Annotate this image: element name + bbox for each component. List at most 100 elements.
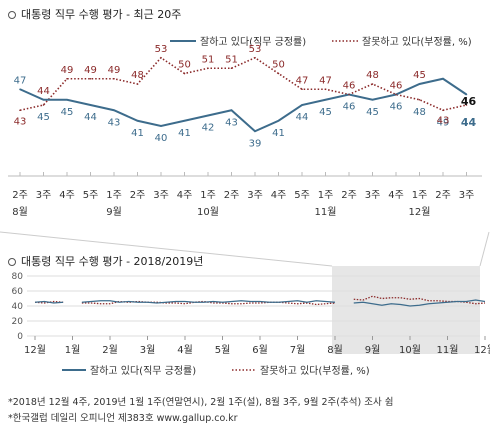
approve-last-value-label: 46: [461, 95, 477, 108]
approve-point: [230, 109, 233, 112]
footnote-survey-skips: *2018년 12월 4주, 2019년 1월 1주(연말연시), 2월 1주(…: [8, 397, 394, 408]
x-tick-label: 4주: [271, 190, 287, 201]
approve-series-line: [81, 300, 336, 304]
disapprove-point: [89, 77, 92, 80]
bottom-line-chart: 0 20 40 60 80 12월 1월 2월 3월 4월 5월 6월 7월 8월 9월 10월 11월 12월잘…: [0, 231, 490, 377]
y-tick-label: 0: [17, 332, 23, 342]
approve-value-label: 44: [296, 112, 309, 123]
legend-disapprove-label: 잘못하고 있다(부정률, %): [362, 35, 472, 48]
approve-value-label: 46: [343, 102, 356, 113]
disapprove-point: [207, 67, 209, 70]
x-tick-label: 2주: [12, 190, 28, 201]
approve-point: [301, 104, 303, 106]
x-tick-label: 2주: [130, 190, 146, 201]
y-tick-label: 60: [12, 287, 24, 297]
approve-point: [442, 77, 444, 80]
circle-bullet-icon: [8, 11, 16, 19]
approve-value-label: 49: [437, 117, 450, 128]
approve-value-label: 43: [225, 117, 238, 128]
x-tick-label: 3월: [140, 344, 156, 356]
x-tick-label: 1주: [412, 190, 428, 201]
y-tick-label: 80: [12, 272, 24, 282]
x-tick-label: 3주: [365, 190, 381, 201]
disapprove-point: [442, 109, 444, 112]
approve-point: [254, 130, 256, 133]
disapprove-value-label: 51: [225, 54, 238, 65]
y-tick-label: 20: [12, 317, 24, 327]
x-tick-label: 11월: [437, 344, 459, 356]
approve-point: [136, 119, 139, 122]
x-tick-label: 4월: [177, 344, 193, 356]
top-chart-title: 대통령 직무 수행 평가 - 최근 20주: [8, 6, 181, 22]
disapprove-value-label: 46: [343, 81, 356, 92]
disapprove-point: [136, 83, 139, 85]
approve-point: [371, 98, 374, 101]
approve-value-label: 48: [413, 107, 426, 118]
approve-series-line: [353, 299, 486, 307]
x-month-label: 11월: [315, 206, 337, 218]
disapprove-value-label: 49: [84, 65, 97, 76]
disapprove-point: [277, 72, 280, 75]
x-tick-label: 1월: [65, 344, 81, 356]
approve-point: [183, 119, 186, 122]
x-tick-label: 1주: [106, 190, 122, 201]
approve-value-label: 42: [202, 123, 215, 134]
y-tick-label: 40: [12, 302, 24, 312]
approve-point: [418, 83, 421, 85]
disapprove-point: [418, 98, 421, 101]
disapprove-value-label: 48: [366, 70, 379, 81]
x-month-label: 12월: [409, 206, 431, 218]
disapprove-value-label: 44: [37, 86, 50, 97]
x-tick-label: 3주: [459, 190, 475, 201]
zoom-connector-right: [479, 231, 490, 267]
x-tick-label: 12월: [474, 344, 490, 356]
x-tick-label: 2주: [435, 190, 451, 201]
approve-point: [465, 93, 468, 96]
disapprove-value-label: 53: [155, 44, 168, 55]
approve-value-label: 40: [155, 133, 168, 144]
disapprove-point: [66, 77, 68, 80]
approve-value-label: 45: [319, 107, 332, 118]
legend-disapprove-label: 잘못하고 있다(부정률, %): [260, 364, 370, 377]
top-line-chart: 잘하고 있다(직무 긍정률) 잘못하고 있다(부정률, %) 2주 3주 4주 5주 1주 2…: [8, 35, 482, 218]
x-month-label: 10월: [197, 206, 219, 218]
approve-value-label: 45: [61, 107, 74, 118]
legend-approve-label: 잘하고 있다(직무 긍정률): [200, 35, 306, 48]
disapprove-value-label: 46: [390, 81, 403, 92]
approve-point: [66, 98, 68, 101]
x-tick-label: 3주: [153, 190, 169, 201]
disapprove-series-line: [353, 295, 486, 305]
disapprove-point: [254, 56, 256, 59]
x-tick-label: 2주: [224, 190, 240, 201]
approve-value-label: 41: [178, 128, 191, 139]
disapprove-point: [348, 93, 350, 96]
disapprove-value-label: 49: [108, 65, 121, 76]
approve-value-label: 41: [131, 128, 144, 139]
disapprove-point: [371, 83, 374, 85]
approve-value-label: 46: [390, 102, 403, 113]
x-month-label: 9월: [106, 206, 122, 218]
approve-series-line: [19, 77, 468, 133]
zoom-connector-left: [0, 231, 333, 267]
x-tick-label: 4주: [177, 190, 193, 201]
x-tick-label: 9월: [365, 344, 381, 356]
approve-value-label: 47: [14, 75, 27, 86]
x-tick-label: 10월: [399, 344, 421, 356]
x-tick-label: 4주: [388, 190, 404, 201]
disapprove-point: [395, 93, 397, 96]
x-tick-label: 4주: [59, 190, 75, 201]
disapprove-point: [465, 104, 468, 106]
approve-point: [113, 109, 115, 112]
approve-point: [277, 119, 280, 122]
x-tick-label: 8월: [327, 344, 343, 356]
disapprove-point: [301, 88, 303, 91]
approve-point: [207, 114, 209, 117]
disapprove-value-label: 50: [178, 60, 191, 71]
disapprove-point: [183, 72, 186, 75]
disapprove-value-label: 48: [131, 70, 144, 81]
approve-value-label: 45: [366, 107, 379, 118]
disapprove-value-label: 49: [61, 65, 74, 76]
x-tick-label: 5월: [215, 344, 231, 356]
disapprove-point: [113, 77, 115, 80]
approve-point: [324, 98, 327, 101]
